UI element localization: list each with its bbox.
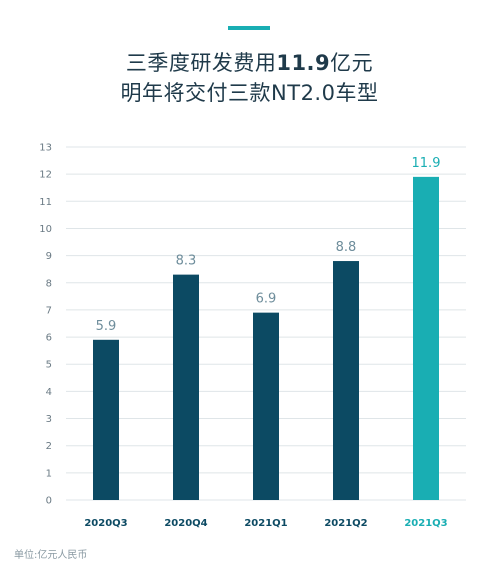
y-tick-label: 12 <box>39 170 52 181</box>
y-tick-label: 6 <box>46 333 52 344</box>
y-tick-label: 3 <box>46 414 52 425</box>
bar <box>413 176 439 500</box>
x-tick-label: 2021Q3 <box>404 518 447 529</box>
x-tick-label: 2020Q4 <box>164 518 207 529</box>
bar <box>333 261 359 500</box>
y-tick-label: 8 <box>46 278 52 289</box>
y-tick-label: 13 <box>39 143 52 154</box>
y-tick-label: 7 <box>46 305 52 316</box>
title-highlight-value: 11.9 <box>276 51 331 75</box>
bar-value-label: 8.8 <box>336 240 357 255</box>
bar-value-label: 8.3 <box>176 254 197 269</box>
title-accent-bar <box>228 26 270 30</box>
x-tick-label: 2021Q1 <box>244 518 287 529</box>
bar-value-label: 11.9 <box>412 156 441 171</box>
unit-footnote: 单位:亿元人民币 <box>14 550 88 561</box>
chart-title-line1: 三季度研发费用11.9亿元 <box>125 51 374 75</box>
bar <box>93 339 119 500</box>
y-tick-label: 9 <box>46 251 52 262</box>
y-tick-label: 10 <box>39 224 52 235</box>
y-tick-label: 1 <box>46 468 52 479</box>
chart-title-line2: 明年将交付三款NT2.0车型 <box>120 81 379 105</box>
bar <box>173 274 199 500</box>
y-tick-label: 11 <box>39 197 52 208</box>
y-tick-label: 2 <box>46 441 52 452</box>
bar <box>253 312 279 500</box>
y-tick-label: 4 <box>46 387 52 398</box>
x-tick-label: 2020Q3 <box>84 518 127 529</box>
bar-value-label: 6.9 <box>256 292 277 307</box>
y-tick-label: 5 <box>46 360 52 371</box>
x-tick-label: 2021Q2 <box>324 518 367 529</box>
y-tick-label: 0 <box>46 496 52 507</box>
bar-value-label: 5.9 <box>96 319 117 334</box>
